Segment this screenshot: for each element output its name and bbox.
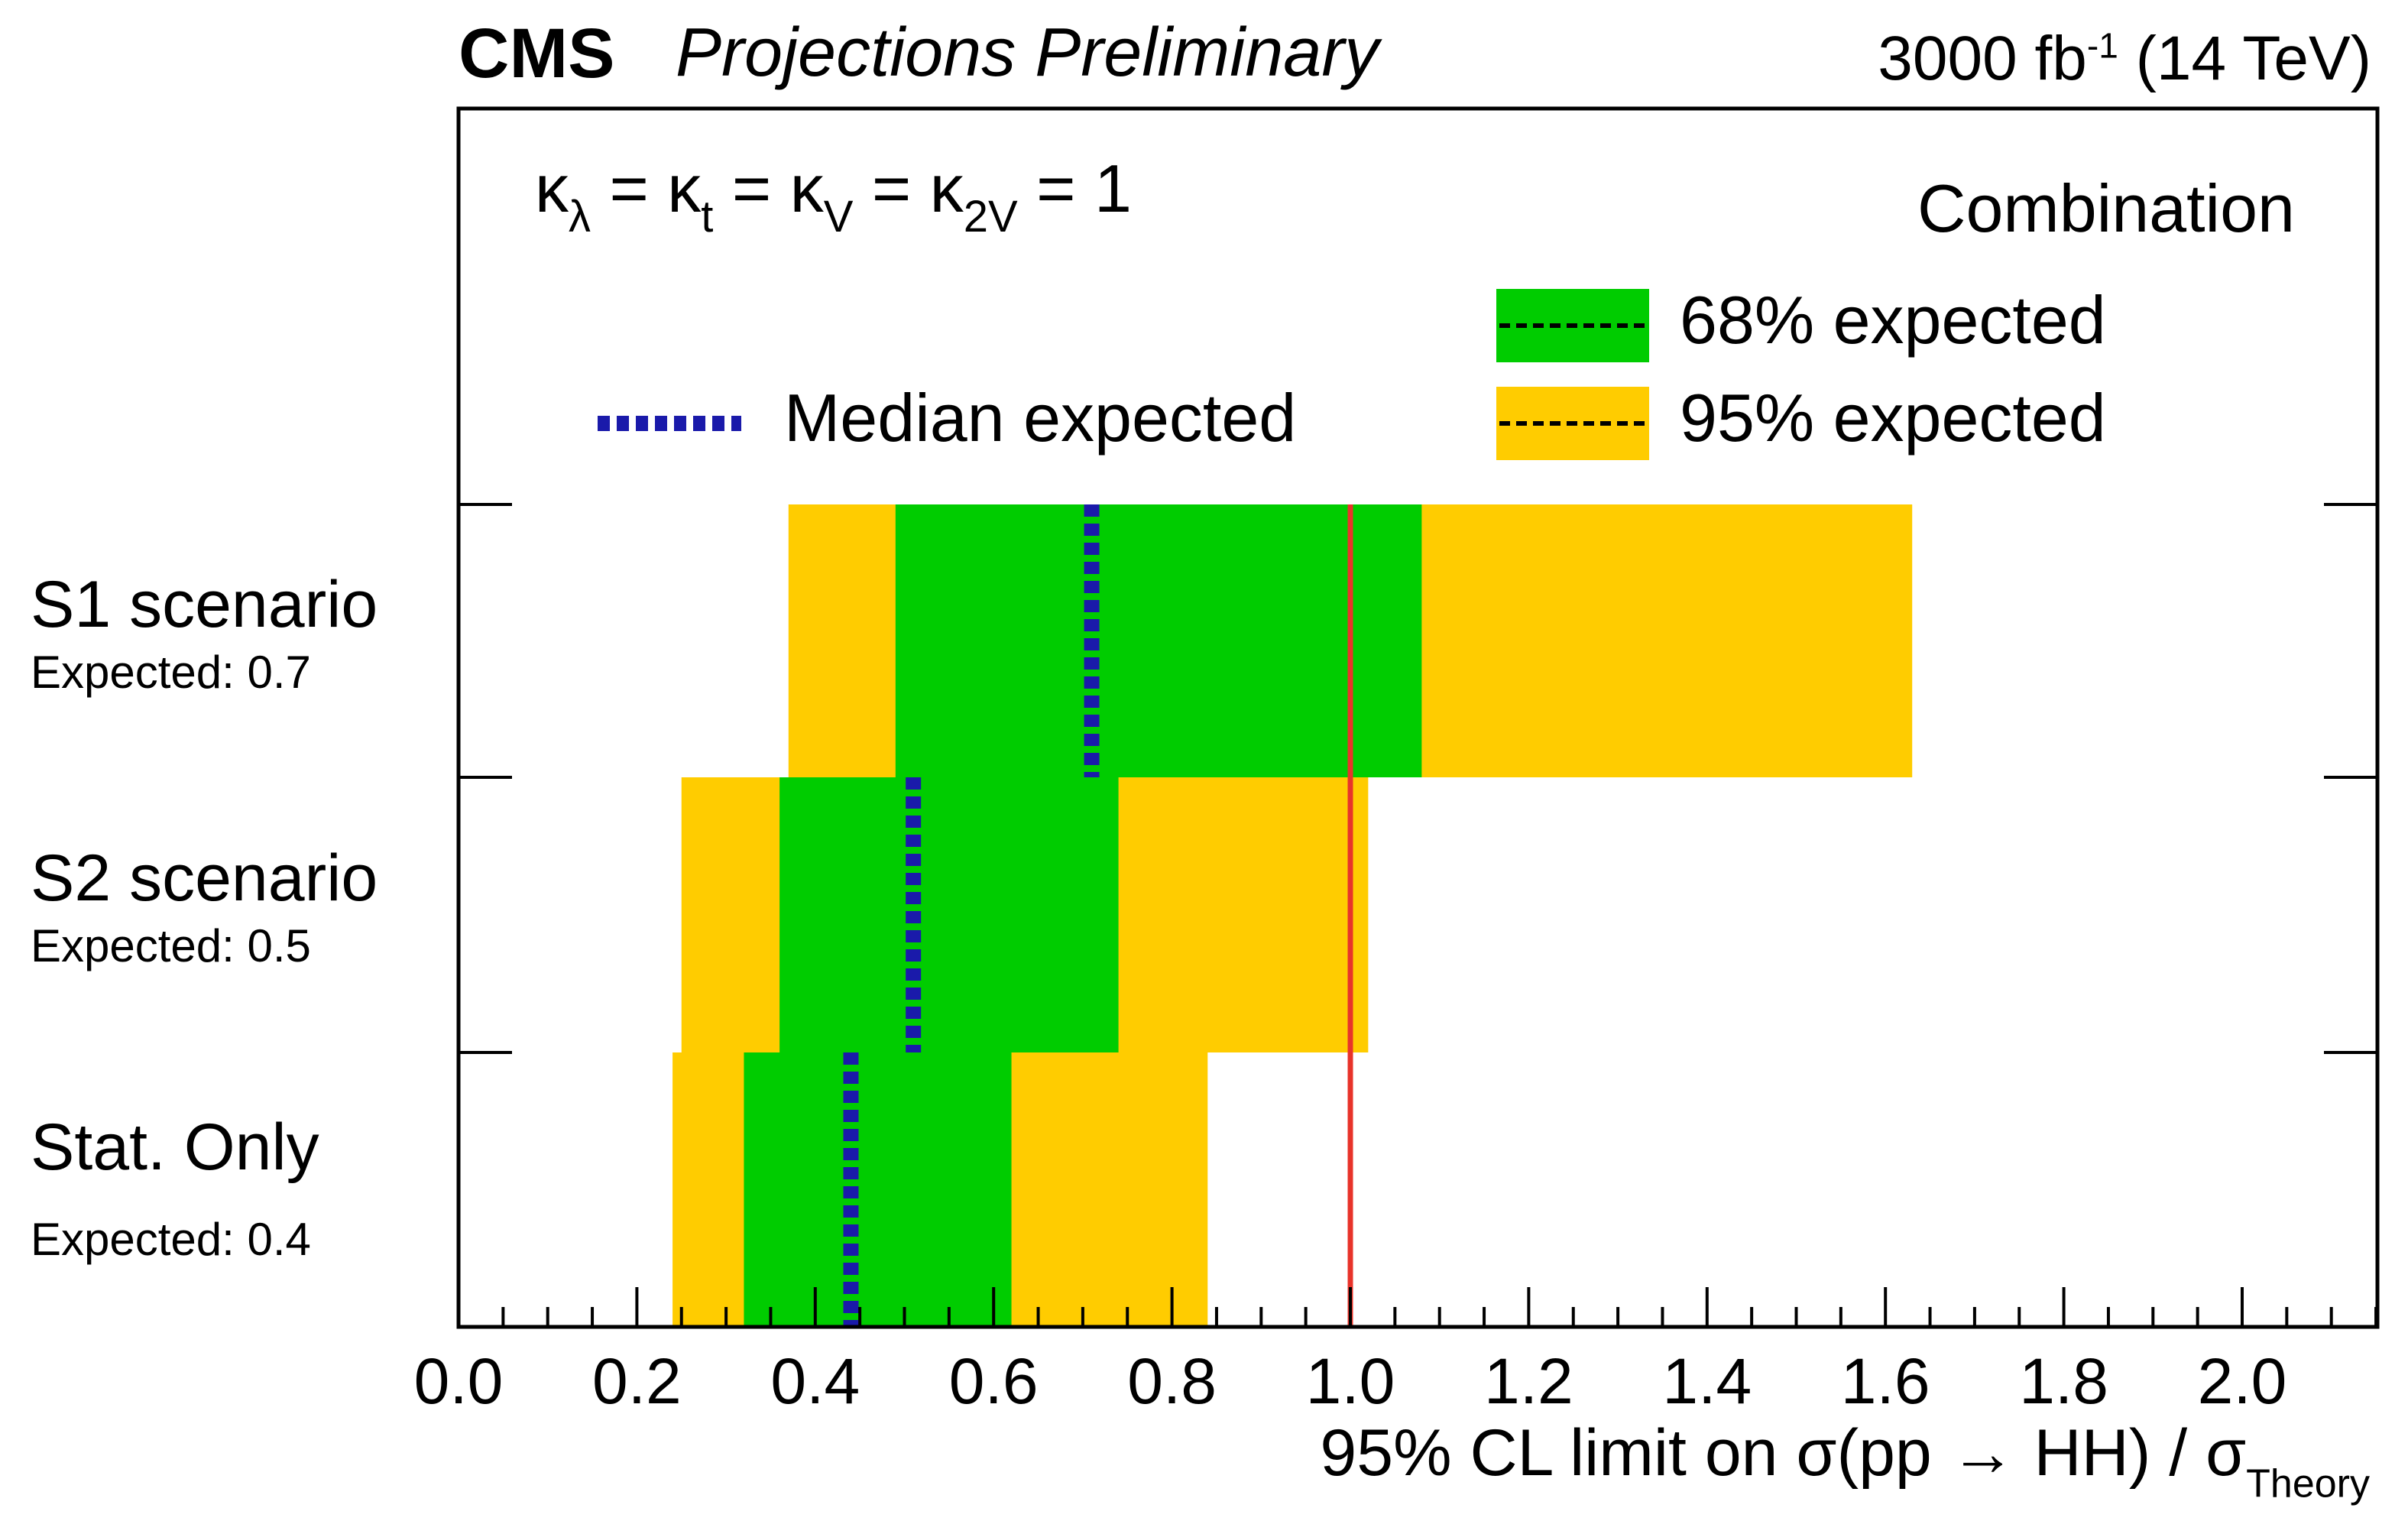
plot-frame <box>456 106 2380 1329</box>
category-label-s2: S2 scenario Expected: 0.5 <box>31 841 378 972</box>
x-axis-label: 95% CL limit on σ(pp → HH) / σTheory <box>1320 1416 2370 1507</box>
legend-label-median: Median expected <box>784 380 1297 456</box>
luminosity-value: 3000 fb <box>1878 24 2087 93</box>
median-lines <box>843 504 1100 1327</box>
kappa-sub-v: V <box>823 192 854 242</box>
energy-value: (14 TeV) <box>2118 24 2371 93</box>
kappa-sub-t: t <box>701 192 714 242</box>
kappa-eq: = κ <box>591 151 702 226</box>
x-tick-label: 0.4 <box>770 1345 860 1417</box>
category-expected: Expected: 0.5 <box>31 920 311 971</box>
category-label-s1: S1 scenario Expected: 0.7 <box>31 567 378 699</box>
band-68-row-1 <box>779 777 1119 1052</box>
x-tick-label: 2.0 <box>2198 1345 2287 1417</box>
status-label: Projections Preliminary <box>676 15 1379 91</box>
x-axis-label-sub: Theory <box>2246 1461 2370 1506</box>
category-name: S1 scenario <box>31 568 378 641</box>
kappa-sub-2v: 2V <box>963 192 1018 242</box>
limit-bands <box>672 504 1913 1327</box>
x-tick-label: 1.2 <box>1484 1345 1573 1417</box>
x-tick-label: 1.8 <box>2019 1345 2108 1417</box>
legend-markers <box>598 289 1649 460</box>
band-68-row-0 <box>895 504 1422 777</box>
x-axis-label-main: 95% CL limit on σ(pp → HH) / σ <box>1320 1416 2247 1490</box>
x-tick-label: 0.8 <box>1127 1345 1217 1417</box>
legend-label-95: 95% expected <box>1680 380 2106 456</box>
x-tick-labels: 0.0 0.2 0.4 0.6 0.8 1.0 1.2 1.4 1.6 1.8 2.0 <box>414 1345 2287 1417</box>
kappa-eq: = 1 <box>1017 151 1132 226</box>
x-tick-label: 1.0 <box>1306 1345 1395 1417</box>
x-tick-label: 1.4 <box>1662 1345 1752 1417</box>
x-tick-label: 1.6 <box>1841 1345 1930 1417</box>
axis-ticks <box>457 503 2378 1327</box>
category-label-stat-only: Stat. Only Expected: 0.4 <box>31 1110 319 1266</box>
x-tick-label: 0.6 <box>949 1345 1039 1417</box>
kappa-eq: = κ <box>713 151 824 226</box>
kappa-symbol: κ <box>535 151 569 226</box>
luminosity-exponent: -1 <box>2086 25 2118 66</box>
category-expected: Expected: 0.4 <box>31 1214 311 1265</box>
chart-title: Combination <box>1917 170 2295 246</box>
coupling-label: κλ = κt = κV = κ2V = 1 <box>535 150 1132 242</box>
luminosity-label: 3000 fb-1 (14 TeV) <box>1878 23 2371 95</box>
category-expected: Expected: 0.7 <box>31 647 311 698</box>
x-tick-label: 0.2 <box>592 1345 682 1417</box>
x-tick-label: 0.0 <box>414 1345 504 1417</box>
kappa-sub-lambda: λ <box>569 192 591 242</box>
band-68-row-2 <box>744 1052 1012 1327</box>
experiment-label: CMS <box>459 15 615 92</box>
kappa-eq: = κ <box>853 151 964 226</box>
category-name: S2 scenario <box>31 842 378 915</box>
category-name: Stat. Only <box>31 1111 319 1184</box>
legend-label-68: 68% expected <box>1680 282 2106 358</box>
